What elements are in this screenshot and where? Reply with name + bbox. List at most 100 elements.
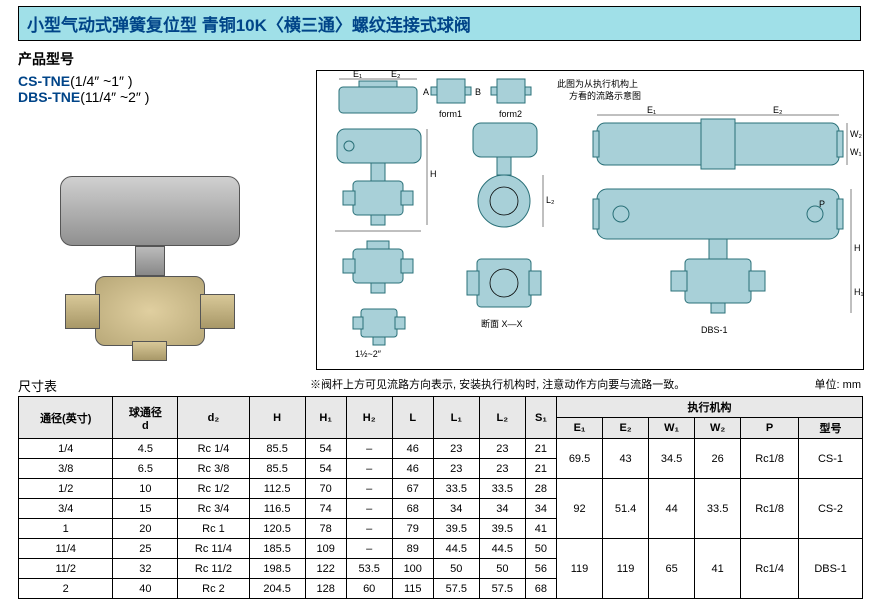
cell-size: 11/4	[19, 539, 113, 559]
cell-E1: 92	[557, 479, 603, 539]
cell-H: 85.5	[249, 459, 305, 479]
cell-L1: 34	[433, 499, 479, 519]
cell-d2: Rc 3/8	[178, 459, 249, 479]
valve-body	[95, 276, 205, 346]
col-d2: d₂	[178, 397, 249, 439]
col-size: 通径(英寸)	[19, 397, 113, 439]
cell-H2: –	[346, 439, 392, 459]
svg-text:H: H	[430, 169, 437, 179]
cell-H2: –	[346, 479, 392, 499]
col-L: L	[392, 397, 433, 439]
installation-note: ※阀杆上方可见流路方向表示, 安装执行机构时, 注意动作方向要与流路一致。	[310, 376, 685, 392]
cell-E2: 43	[603, 439, 649, 479]
valve-port-bottom	[132, 341, 167, 361]
cell-P: Rc1/8	[741, 479, 799, 539]
cell-H: 116.5	[249, 499, 305, 519]
cell-L2: 33.5	[479, 479, 525, 499]
cell-L2: 44.5	[479, 539, 525, 559]
svg-text:1½~2″: 1½~2″	[355, 349, 382, 359]
col-H1: H₁	[305, 397, 346, 439]
cell-H1: 109	[305, 539, 346, 559]
cell-H: 198.5	[249, 559, 305, 579]
cell-H2: –	[346, 539, 392, 559]
cell-H: 185.5	[249, 539, 305, 559]
svg-text:W₁: W₁	[850, 147, 862, 157]
svg-text:E₂: E₂	[391, 71, 401, 79]
cell-L: 46	[392, 439, 433, 459]
cell-S1: 21	[525, 459, 556, 479]
table-header-row: 通径(英寸) 球通径 d d₂ H H₁ H₂ L L₁ L₂ S₁ 执行机构	[19, 397, 863, 418]
cell-H2: 60	[346, 579, 392, 599]
col-W1: W₁	[649, 418, 695, 439]
cell-E1: 119	[557, 539, 603, 599]
cell-d2: Rc 11/2	[178, 559, 249, 579]
cell-size: 2	[19, 579, 113, 599]
unit-label: 单位: mm	[815, 376, 861, 392]
cell-S1: 34	[525, 499, 556, 519]
cell-d: 25	[113, 539, 178, 559]
cell-H1: 70	[305, 479, 346, 499]
drawing-note2: 方看的流路示意图	[569, 90, 641, 101]
col-H2: H₂	[346, 397, 392, 439]
cell-L2: 39.5	[479, 519, 525, 539]
col-L1: L₁	[433, 397, 479, 439]
cell-H1: 78	[305, 519, 346, 539]
cell-H1: 128	[305, 579, 346, 599]
valve-port-left	[65, 294, 100, 329]
cell-L2: 57.5	[479, 579, 525, 599]
cell-L2: 50	[479, 559, 525, 579]
cell-W1: 44	[649, 479, 695, 539]
cell-L2: 23	[479, 459, 525, 479]
cell-L: 68	[392, 499, 433, 519]
cell-S1: 68	[525, 579, 556, 599]
cell-d: 4.5	[113, 439, 178, 459]
cell-H2: –	[346, 519, 392, 539]
cell-size: 3/8	[19, 459, 113, 479]
cell-L1: 39.5	[433, 519, 479, 539]
cell-d: 20	[113, 519, 178, 539]
svg-text:DBS-1: DBS-1	[701, 325, 728, 335]
cell-L1: 23	[433, 439, 479, 459]
cell-model: CS-1	[799, 439, 863, 479]
cell-P: Rc1/8	[741, 439, 799, 479]
cell-size: 1/2	[19, 479, 113, 499]
cell-H2: 53.5	[346, 559, 392, 579]
cell-E2: 119	[603, 539, 649, 599]
col-S1: S₁	[525, 397, 556, 439]
cell-W2: 33.5	[695, 479, 741, 539]
drawings-panel: A B form1 form2 此图为从执行机构上 方看的流路示意图 E₁ E₂	[316, 70, 864, 370]
table-body: 1/44.5Rc 1/485.554–4623232169.54334.526R…	[19, 439, 863, 599]
cell-model: CS-2	[799, 479, 863, 539]
cell-L: 89	[392, 539, 433, 559]
page-title: 小型气动式弹簧复位型 青铜10K〈横三通〉螺纹连接式球阀	[18, 6, 861, 41]
col-P: P	[741, 418, 799, 439]
cell-H: 120.5	[249, 519, 305, 539]
product-photo	[40, 176, 270, 361]
cell-d2: Rc 2	[178, 579, 249, 599]
svg-text:A: A	[423, 87, 429, 97]
svg-text:H₁: H₁	[854, 287, 864, 297]
svg-text:B: B	[475, 87, 481, 97]
dimension-label: 尺寸表	[18, 376, 57, 395]
cell-d2: Rc 11/4	[178, 539, 249, 559]
svg-text:H: H	[854, 243, 861, 253]
cell-size: 1/4	[19, 439, 113, 459]
cell-S1: 50	[525, 539, 556, 559]
cell-H1: 74	[305, 499, 346, 519]
cell-d: 32	[113, 559, 178, 579]
cell-size: 11/2	[19, 559, 113, 579]
col-E2: E₂	[603, 418, 649, 439]
svg-text:E₂: E₂	[773, 105, 783, 115]
dimension-table: 通径(英寸) 球通径 d d₂ H H₁ H₂ L L₁ L₂ S₁ 执行机构 …	[18, 396, 863, 599]
cell-d2: Rc 3/4	[178, 499, 249, 519]
model-code: CS-TNE	[18, 73, 70, 89]
cell-L: 79	[392, 519, 433, 539]
cell-E1: 69.5	[557, 439, 603, 479]
cell-E2: 51.4	[603, 479, 649, 539]
svg-text:E₁: E₁	[353, 71, 362, 79]
svg-text:W₂: W₂	[850, 129, 862, 139]
model-range: (11/4″ ~2″ )	[80, 89, 149, 105]
col-W2: W₂	[695, 418, 741, 439]
valve-port-right	[200, 294, 235, 329]
drawing-note: 此图为从执行机构上	[557, 78, 638, 89]
